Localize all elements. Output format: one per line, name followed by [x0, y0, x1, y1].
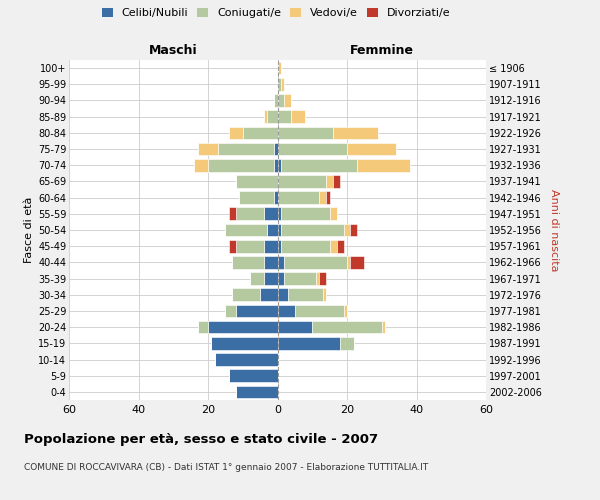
- Bar: [316, 272, 319, 285]
- Text: COMUNE DI ROCCAVIVARA (CB) - Dati ISTAT 1° gennaio 2007 - Elaborazione TUTTITALI: COMUNE DI ROCCAVIVARA (CB) - Dati ISTAT …: [24, 462, 428, 471]
- Bar: [277, 142, 347, 156]
- Bar: [229, 208, 236, 220]
- Bar: [277, 110, 292, 123]
- Bar: [337, 240, 344, 252]
- Text: Femmine: Femmine: [350, 44, 414, 58]
- Bar: [295, 304, 344, 318]
- Bar: [329, 208, 337, 220]
- Bar: [277, 321, 312, 334]
- Bar: [277, 272, 284, 285]
- Bar: [358, 159, 410, 172]
- Bar: [277, 78, 281, 90]
- Bar: [344, 304, 347, 318]
- Bar: [236, 240, 263, 252]
- Bar: [250, 272, 263, 285]
- Bar: [350, 224, 358, 236]
- Bar: [236, 175, 277, 188]
- Text: Maschi: Maschi: [149, 44, 197, 58]
- Bar: [319, 272, 326, 285]
- Bar: [344, 224, 350, 236]
- Bar: [194, 159, 208, 172]
- Bar: [284, 94, 292, 107]
- Bar: [350, 256, 364, 268]
- Bar: [263, 110, 267, 123]
- Bar: [329, 240, 337, 252]
- Bar: [277, 192, 319, 204]
- Bar: [274, 159, 277, 172]
- Legend: Celibi/Nubili, Coniugati/e, Vedovi/e, Divorziati/e: Celibi/Nubili, Coniugati/e, Vedovi/e, Di…: [100, 6, 452, 20]
- Bar: [243, 126, 277, 139]
- Bar: [211, 337, 277, 349]
- Bar: [226, 304, 236, 318]
- Bar: [319, 192, 326, 204]
- Bar: [288, 288, 323, 301]
- Bar: [281, 240, 329, 252]
- Bar: [236, 304, 277, 318]
- Bar: [197, 321, 208, 334]
- Bar: [382, 321, 385, 334]
- Bar: [215, 353, 277, 366]
- Bar: [326, 192, 329, 204]
- Bar: [347, 142, 395, 156]
- Bar: [229, 370, 277, 382]
- Bar: [267, 224, 277, 236]
- Bar: [277, 94, 284, 107]
- Bar: [292, 110, 305, 123]
- Bar: [281, 159, 358, 172]
- Bar: [232, 256, 263, 268]
- Bar: [333, 126, 378, 139]
- Bar: [263, 208, 277, 220]
- Bar: [229, 126, 243, 139]
- Y-axis label: Fasce di età: Fasce di età: [23, 197, 34, 263]
- Bar: [277, 288, 288, 301]
- Y-axis label: Anni di nascita: Anni di nascita: [548, 188, 559, 271]
- Bar: [218, 142, 274, 156]
- Bar: [347, 256, 350, 268]
- Bar: [277, 175, 326, 188]
- Bar: [326, 175, 333, 188]
- Bar: [239, 192, 274, 204]
- Bar: [274, 192, 277, 204]
- Bar: [312, 321, 382, 334]
- Bar: [277, 304, 295, 318]
- Bar: [277, 240, 281, 252]
- Bar: [274, 94, 277, 107]
- Bar: [277, 224, 281, 236]
- Bar: [236, 208, 263, 220]
- Bar: [323, 288, 326, 301]
- Bar: [277, 208, 281, 220]
- Bar: [281, 208, 329, 220]
- Bar: [236, 386, 277, 398]
- Bar: [281, 224, 344, 236]
- Bar: [263, 256, 277, 268]
- Bar: [274, 142, 277, 156]
- Bar: [281, 78, 284, 90]
- Bar: [284, 272, 316, 285]
- Bar: [284, 256, 347, 268]
- Bar: [340, 337, 354, 349]
- Bar: [277, 337, 340, 349]
- Text: Popolazione per età, sesso e stato civile - 2007: Popolazione per età, sesso e stato civil…: [24, 432, 378, 446]
- Bar: [263, 240, 277, 252]
- Bar: [277, 62, 281, 74]
- Bar: [197, 142, 218, 156]
- Bar: [232, 288, 260, 301]
- Bar: [267, 110, 277, 123]
- Bar: [260, 288, 277, 301]
- Bar: [229, 240, 236, 252]
- Bar: [263, 272, 277, 285]
- Bar: [333, 175, 340, 188]
- Bar: [277, 159, 281, 172]
- Bar: [277, 256, 284, 268]
- Bar: [208, 321, 277, 334]
- Bar: [208, 159, 274, 172]
- Bar: [226, 224, 267, 236]
- Bar: [277, 126, 333, 139]
